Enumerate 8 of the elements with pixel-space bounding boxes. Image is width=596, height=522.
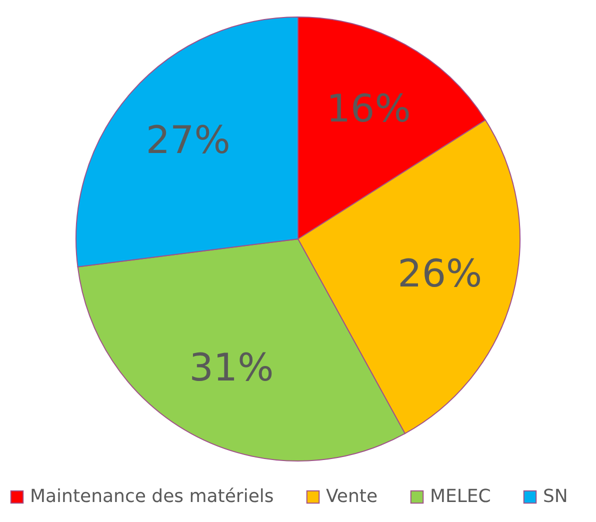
data-label: 26% bbox=[398, 251, 482, 296]
data-label: 31% bbox=[189, 346, 274, 390]
legend-label: MELEC bbox=[430, 486, 491, 507]
legend-label: Maintenance des matériels bbox=[30, 486, 274, 507]
data-label: 16% bbox=[326, 86, 411, 131]
legend-label: Vente bbox=[326, 486, 378, 507]
data-label: 27% bbox=[146, 118, 230, 162]
legend-label: SN bbox=[543, 486, 568, 507]
